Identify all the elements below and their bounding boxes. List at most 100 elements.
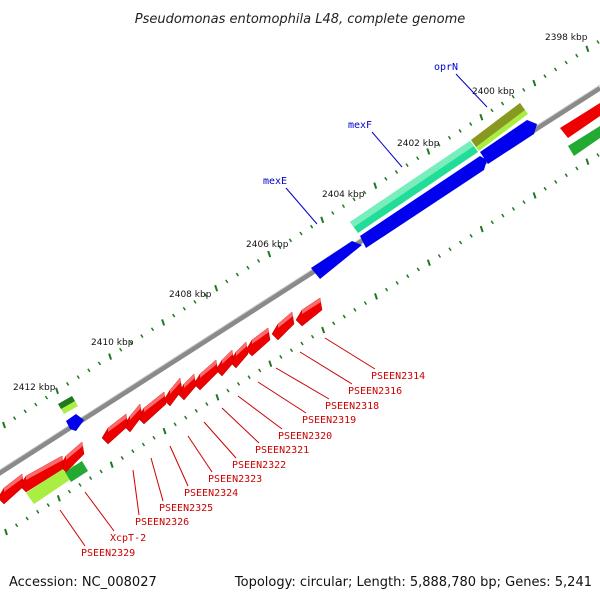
gene-label-PSEEN2323[interactable]: PSEEN2323 xyxy=(208,474,262,485)
inner-tick-mark xyxy=(352,197,356,202)
inner-tick-mark xyxy=(320,216,325,224)
accession-text: Accession: NC_008027 xyxy=(9,575,157,590)
forward-gene-labels: oprN mexF mexE xyxy=(263,62,488,225)
inner-tick-mark xyxy=(182,306,186,311)
cds-arrow-reverse-highlight xyxy=(184,374,195,388)
cds-arrow-reverse-highlight xyxy=(222,350,233,364)
outer-tick-mark xyxy=(596,153,600,157)
outer-tick-mark xyxy=(406,274,410,279)
outer-tick-mark xyxy=(205,402,209,407)
outer-tick-mark xyxy=(511,206,516,211)
leader-line xyxy=(132,469,140,516)
gene-label-mexE[interactable]: mexE xyxy=(263,176,287,187)
gene-label-XcpT-2[interactable]: XcpT-2 xyxy=(110,533,146,544)
feature-block-right-red[interactable] xyxy=(560,103,600,138)
outer-tick-mark xyxy=(236,381,241,386)
inner-tick-mark xyxy=(66,382,70,386)
feature-block-right-green[interactable] xyxy=(568,126,600,156)
inner-tick-mark xyxy=(225,279,229,284)
outer-tick-mark xyxy=(374,293,378,300)
gene-label-PSEEN2316[interactable]: PSEEN2316 xyxy=(348,386,402,397)
gene-label-PSEEN2326[interactable]: PSEEN2326 xyxy=(135,517,189,528)
leader-line xyxy=(237,395,283,430)
outer-tick-mark xyxy=(426,259,431,267)
outer-tick-mark xyxy=(448,247,452,252)
leader-line xyxy=(257,381,307,414)
outer-tick-mark xyxy=(353,307,357,312)
leader-line xyxy=(169,445,189,487)
scale-label: 2404 kbp xyxy=(322,190,365,200)
outer-tick-mark xyxy=(88,476,93,481)
outer-tick-mark xyxy=(268,360,273,368)
gene-label-PSEEN2329[interactable]: PSEEN2329 xyxy=(81,548,135,559)
gene-label-PSEEN2318[interactable]: PSEEN2318 xyxy=(325,401,379,412)
cds-arrow-oprN[interactable] xyxy=(480,120,537,164)
gene-label-PSEEN2314[interactable]: PSEEN2314 xyxy=(371,371,425,382)
outer-tick-mark xyxy=(131,449,135,454)
outer-tick-mark xyxy=(469,233,473,238)
scale-labels: 2398 kbp 2400 kbp 2402 kbp 2404 kbp 2406 kbp… xyxy=(13,33,588,393)
forward-cds-track xyxy=(66,120,537,431)
outer-tick-mark xyxy=(522,200,526,205)
cds-arrow-reverse-highlight xyxy=(200,360,217,378)
inner-tick-mark xyxy=(55,387,59,395)
inner-tick-mark xyxy=(172,313,176,318)
outer-tick-mark xyxy=(4,528,8,536)
outer-tick-mark xyxy=(501,213,505,218)
cds-arrow-reverse-highlight xyxy=(108,414,127,432)
cds-arrow-reverse-highlight xyxy=(144,392,165,412)
outer-tick-mark xyxy=(321,326,326,334)
inner-tick-ring xyxy=(2,40,600,429)
feature-block-xcpT-green xyxy=(65,461,88,482)
map-title: Pseudomonas entomophila L48, complete ge… xyxy=(135,12,466,27)
inner-tick-mark xyxy=(490,108,494,113)
inner-tick-mark xyxy=(246,265,250,270)
inner-tick-mark xyxy=(363,190,367,195)
inner-tick-mark xyxy=(522,87,526,92)
outer-tick-mark xyxy=(575,166,579,171)
outer-tick-mark xyxy=(67,489,72,494)
outer-tick-mark xyxy=(564,173,568,178)
gene-label-PSEEN2322[interactable]: PSEEN2322 xyxy=(232,460,286,471)
gene-label-PSEEN2324[interactable]: PSEEN2324 xyxy=(184,488,238,499)
inner-tick-mark xyxy=(12,416,17,421)
inner-tick-mark xyxy=(23,409,27,414)
gene-label-oprN[interactable]: oprN xyxy=(434,62,458,73)
inner-tick-mark xyxy=(447,135,452,140)
inner-tick-mark xyxy=(2,421,6,429)
outer-tick-mark xyxy=(56,495,61,502)
outer-tick-mark xyxy=(300,341,304,346)
outer-tick-mark xyxy=(194,408,198,413)
gene-label-mexF[interactable]: mexF xyxy=(348,120,372,131)
cds-arrow-mexF[interactable] xyxy=(360,156,487,248)
inner-tick-mark xyxy=(76,375,80,380)
inner-tick-mark xyxy=(193,299,197,304)
gene-label-PSEEN2319[interactable]: PSEEN2319 xyxy=(302,415,356,426)
inner-tick-mark xyxy=(119,347,123,352)
cds-arrow-mexE[interactable] xyxy=(311,241,362,279)
cds-arrow-left-blue[interactable] xyxy=(66,414,84,431)
outer-tick-mark xyxy=(437,254,442,258)
scale-label: 2400 kbp xyxy=(472,87,515,97)
cds-arrow-reverse-highlight xyxy=(26,456,63,480)
inner-tick-mark xyxy=(129,341,133,345)
outer-tick-mark xyxy=(332,321,336,326)
outer-tick-mark xyxy=(120,456,124,460)
inner-tick-mark xyxy=(596,40,600,44)
gene-label-PSEEN2320[interactable]: PSEEN2320 xyxy=(278,431,332,442)
inner-tick-mark xyxy=(331,211,335,215)
reverse-gene-labels: PSEEN2314 PSEEN2316 PSEEN2318 PSEEN2319 PSEE… xyxy=(59,337,425,559)
outer-tick-mark xyxy=(310,334,315,339)
leader-line xyxy=(285,187,318,225)
outer-tick-mark xyxy=(162,427,167,435)
leader-line xyxy=(203,421,237,459)
outer-tick-mark xyxy=(384,287,389,292)
inner-tick-mark xyxy=(87,368,91,373)
inner-tick-mark xyxy=(341,204,346,209)
gene-label-PSEEN2325[interactable]: PSEEN2325 xyxy=(159,503,213,514)
feature-block-oprN-shade xyxy=(471,103,525,147)
inner-tick-mark xyxy=(278,245,282,250)
gene-label-PSEEN2321[interactable]: PSEEN2321 xyxy=(255,445,309,456)
inner-tick-mark xyxy=(288,238,293,243)
